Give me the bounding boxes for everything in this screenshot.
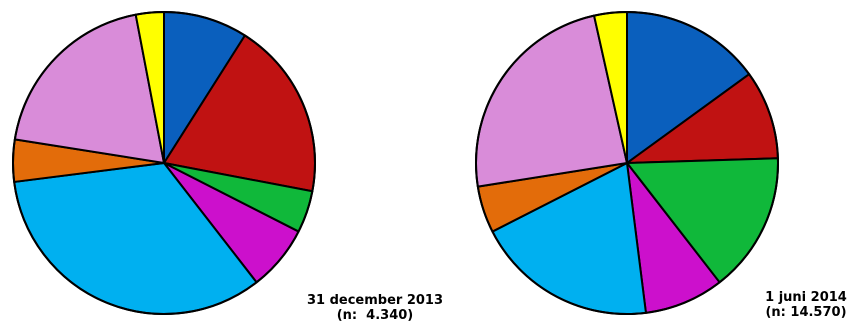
caption-sample-size: (n: 14.570)	[765, 305, 847, 320]
pie-caption-2014: 1 juni 2014 (n: 14.570)	[748, 290, 859, 320]
caption-date: 31 december 2013	[306, 293, 444, 308]
caption-sample-size: (n: 4.340)	[336, 308, 414, 323]
caption-date: 1 juni 2014	[765, 290, 847, 305]
pie-outline	[12, 11, 316, 315]
pie-caption-2013: 31 december 2013 (n: 4.340)	[300, 293, 450, 323]
pie-chart-2013	[12, 10, 316, 315]
pie-chart-2014	[475, 11, 779, 315]
pie-outline	[475, 11, 779, 315]
